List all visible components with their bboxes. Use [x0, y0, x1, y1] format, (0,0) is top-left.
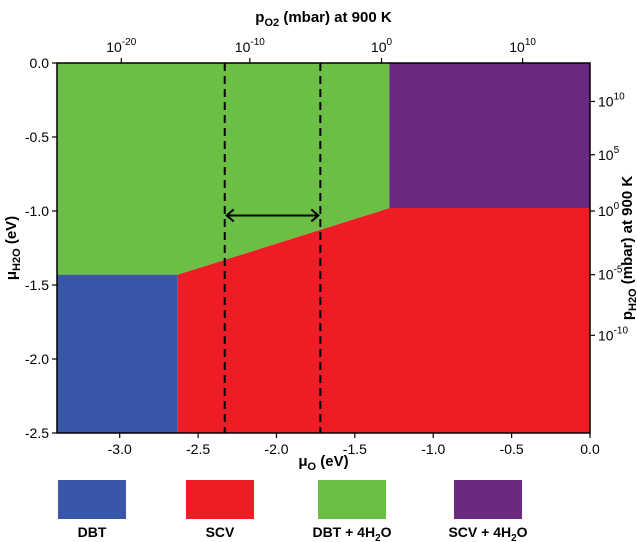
x-tick-label: -2.0 — [264, 441, 288, 457]
axes-layer: -3.0 -2.5 -2.0 -1.5 -1.0 -0.5 0.0 0.0 -0.5 -1.0 -1… — [3, 9, 637, 473]
regions-layer — [57, 63, 590, 433]
legend-swatch — [186, 480, 254, 519]
y-tick-label: -1.0 — [25, 203, 49, 219]
region-dbt-4h2o — [57, 63, 390, 275]
top-tick-label: 10-10 — [235, 37, 265, 55]
y-axis-label: μH2O (eV) — [3, 216, 23, 280]
region-scv-4h2o — [389, 63, 590, 209]
x-tick-label: -3.0 — [108, 441, 132, 457]
right-axis-label: pH2O (mbar) at 900 K — [619, 176, 637, 321]
y-tick-label: -2.0 — [25, 351, 49, 367]
x-tick-label: -1.5 — [343, 441, 367, 457]
arrow-head-left — [225, 208, 235, 223]
arrow-head-right — [310, 208, 320, 223]
lines-layer — [223, 63, 322, 433]
legend-layer: DBT SCV DBT + 4H2O SCV + 4H2O — [58, 480, 528, 542]
region-dbt — [57, 274, 178, 433]
legend-swatch — [58, 480, 126, 519]
x-tick-label: -0.5 — [500, 441, 524, 457]
y-tick-label: -0.5 — [25, 129, 49, 145]
right-tick-label: 105 — [598, 145, 620, 163]
right-tick-label: 100 — [598, 201, 620, 219]
region-scv — [177, 208, 590, 433]
legend-label: DBT — [78, 524, 107, 540]
x-tick-label: -1.0 — [421, 441, 445, 457]
top-axis-label: pO2 (mbar) at 900 K — [255, 9, 392, 29]
legend-label: SCV — [206, 524, 235, 540]
x-tick-label: 0.0 — [580, 441, 600, 457]
legend-label: SCV + 4H2O — [448, 524, 527, 542]
legend-swatch — [454, 480, 522, 519]
plot-frame — [56, 62, 591, 434]
top-tick-label: 10-20 — [106, 37, 136, 55]
right-tick-label: 10-10 — [598, 325, 628, 343]
y-tick-label: -2.5 — [25, 425, 49, 441]
top-tick-label: 1010 — [509, 37, 536, 55]
x-tick-label: -2.5 — [186, 441, 210, 457]
right-tick-label: 10-5 — [598, 265, 623, 283]
y-tick-label: 0.0 — [30, 55, 50, 71]
x-axis-label: μO (eV) — [298, 453, 348, 473]
top-tick-label: 100 — [371, 37, 393, 55]
legend-label: DBT + 4H2O — [312, 524, 391, 542]
right-tick-label: 1010 — [598, 91, 625, 109]
y-tick-label: -1.5 — [25, 277, 49, 293]
legend-swatch — [318, 480, 386, 519]
